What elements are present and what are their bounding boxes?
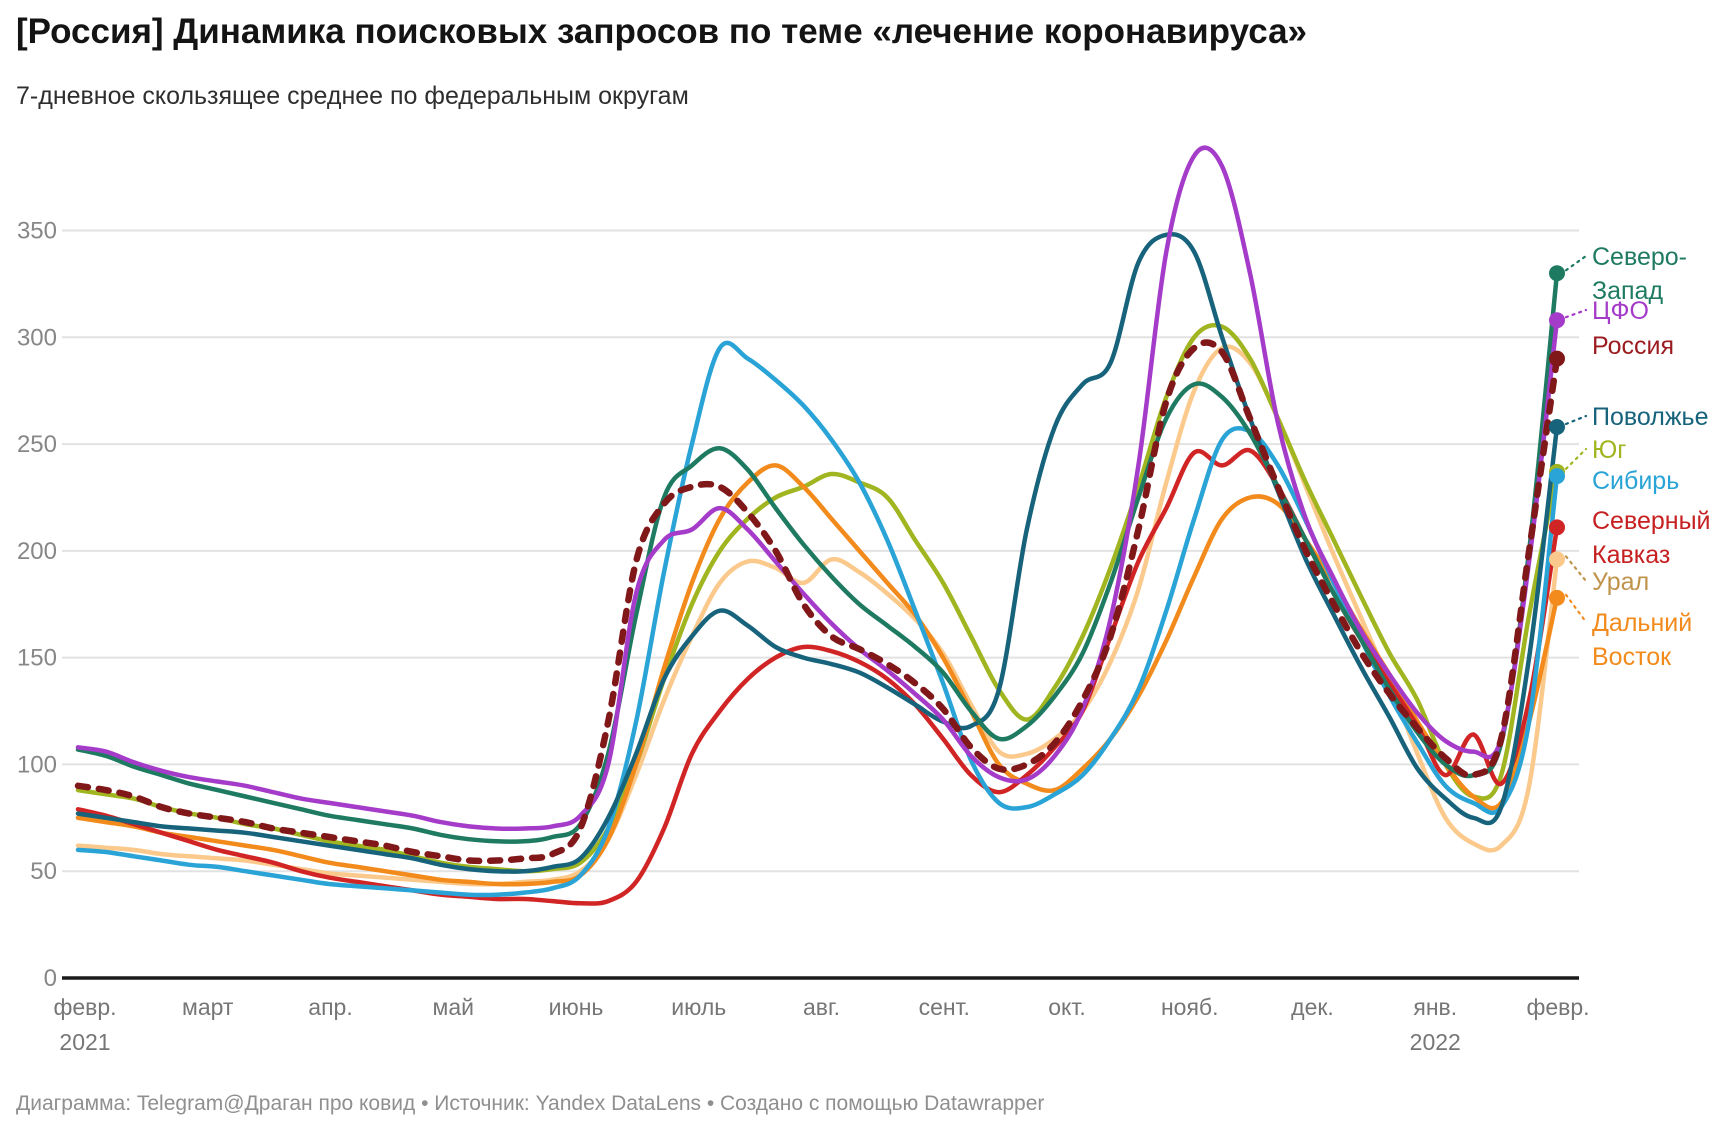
series-end-dot-szap [1549,265,1565,282]
legend-label-povol: Поволжье [1592,403,1708,431]
x-tick-year-2021: 2021 [59,1029,110,1055]
x-tick-label-7: сент. [919,994,970,1020]
x-tick-label-8: окт. [1048,994,1086,1020]
x-tick-label-3: май [433,994,474,1020]
series-line-yug [75,322,1560,874]
y-tick-label-150: 150 [17,645,57,672]
legend-label-cfo: ЦФО [1592,297,1649,325]
series-line-dv [75,463,1560,887]
y-tick-label-250: 250 [17,431,57,458]
series-line-szap [75,270,1560,844]
legend-label-dv: Дальний [1592,609,1692,637]
y-tick-label-0: 0 [44,965,57,992]
chart-credits: Диаграмма: Telegram@Драган про ковид • И… [16,1092,1045,1115]
series-end-dot-sibir [1549,468,1565,485]
chart-title: [Россия] Динамика поисковых запросов по … [16,12,1308,51]
legend-label-szap: Запад [1592,277,1663,305]
legend-connector-dv [1564,593,1588,624]
y-tick-label-300: 300 [17,324,57,351]
x-tick-label-2: апр. [308,994,352,1020]
x-tick-label-10: дек. [1291,994,1334,1020]
series-end-dot-dv [1549,589,1565,606]
y-tick-label-200: 200 [17,538,57,565]
chart-subtitle: 7-дневное скользящее среднее по федераль… [16,82,689,110]
x-tick-label-4: июнь [549,994,604,1020]
x-tick-label-12: февр. [1526,994,1589,1020]
legend-label-kavkaz: Кавказ [1592,541,1670,569]
legend-label-ural: Урал [1592,568,1649,596]
legend-label-russia: Россия [1592,332,1674,360]
series-end-dot-povol [1549,418,1565,435]
series-end-dot-russia [1549,350,1565,367]
legend-label-yug: Юг [1592,436,1626,464]
series-line-povol [75,232,1560,874]
series-end-dot-cfo [1549,312,1565,329]
series-end-dot-ural [1549,551,1565,568]
y-tick-label-350: 350 [17,218,57,245]
legend-connector-cfo [1564,308,1588,319]
legend-connector-szap [1564,254,1588,272]
x-tick-label-5: июль [671,994,726,1020]
legend-label-sibir: Сибирь [1592,467,1679,495]
legend-label-kavkaz: Северный [1592,507,1711,535]
x-tick-label-9: нояб. [1161,994,1219,1020]
legend-connector-povol [1564,414,1588,426]
series-line-russia [74,339,1561,865]
y-tick-label-100: 100 [17,751,57,778]
x-tick-label-0: февр. [53,994,116,1020]
x-tick-label-1: март [182,994,234,1020]
series-line-cfo [75,145,1560,832]
legend-label-szap: Северо- [1592,243,1687,271]
x-tick-label-11: янв. [1413,994,1457,1020]
legend-connector-ural [1564,555,1588,583]
series-line-ural [75,344,1560,887]
x-tick-year-2022: 2022 [1410,1029,1461,1055]
y-tick-label-50: 50 [30,858,57,885]
series-end-dot-kavkaz [1549,519,1565,536]
legend-connector-yug [1564,447,1588,470]
x-tick-label-6: авг. [803,994,840,1020]
legend-label-dv: Восток [1592,643,1672,671]
